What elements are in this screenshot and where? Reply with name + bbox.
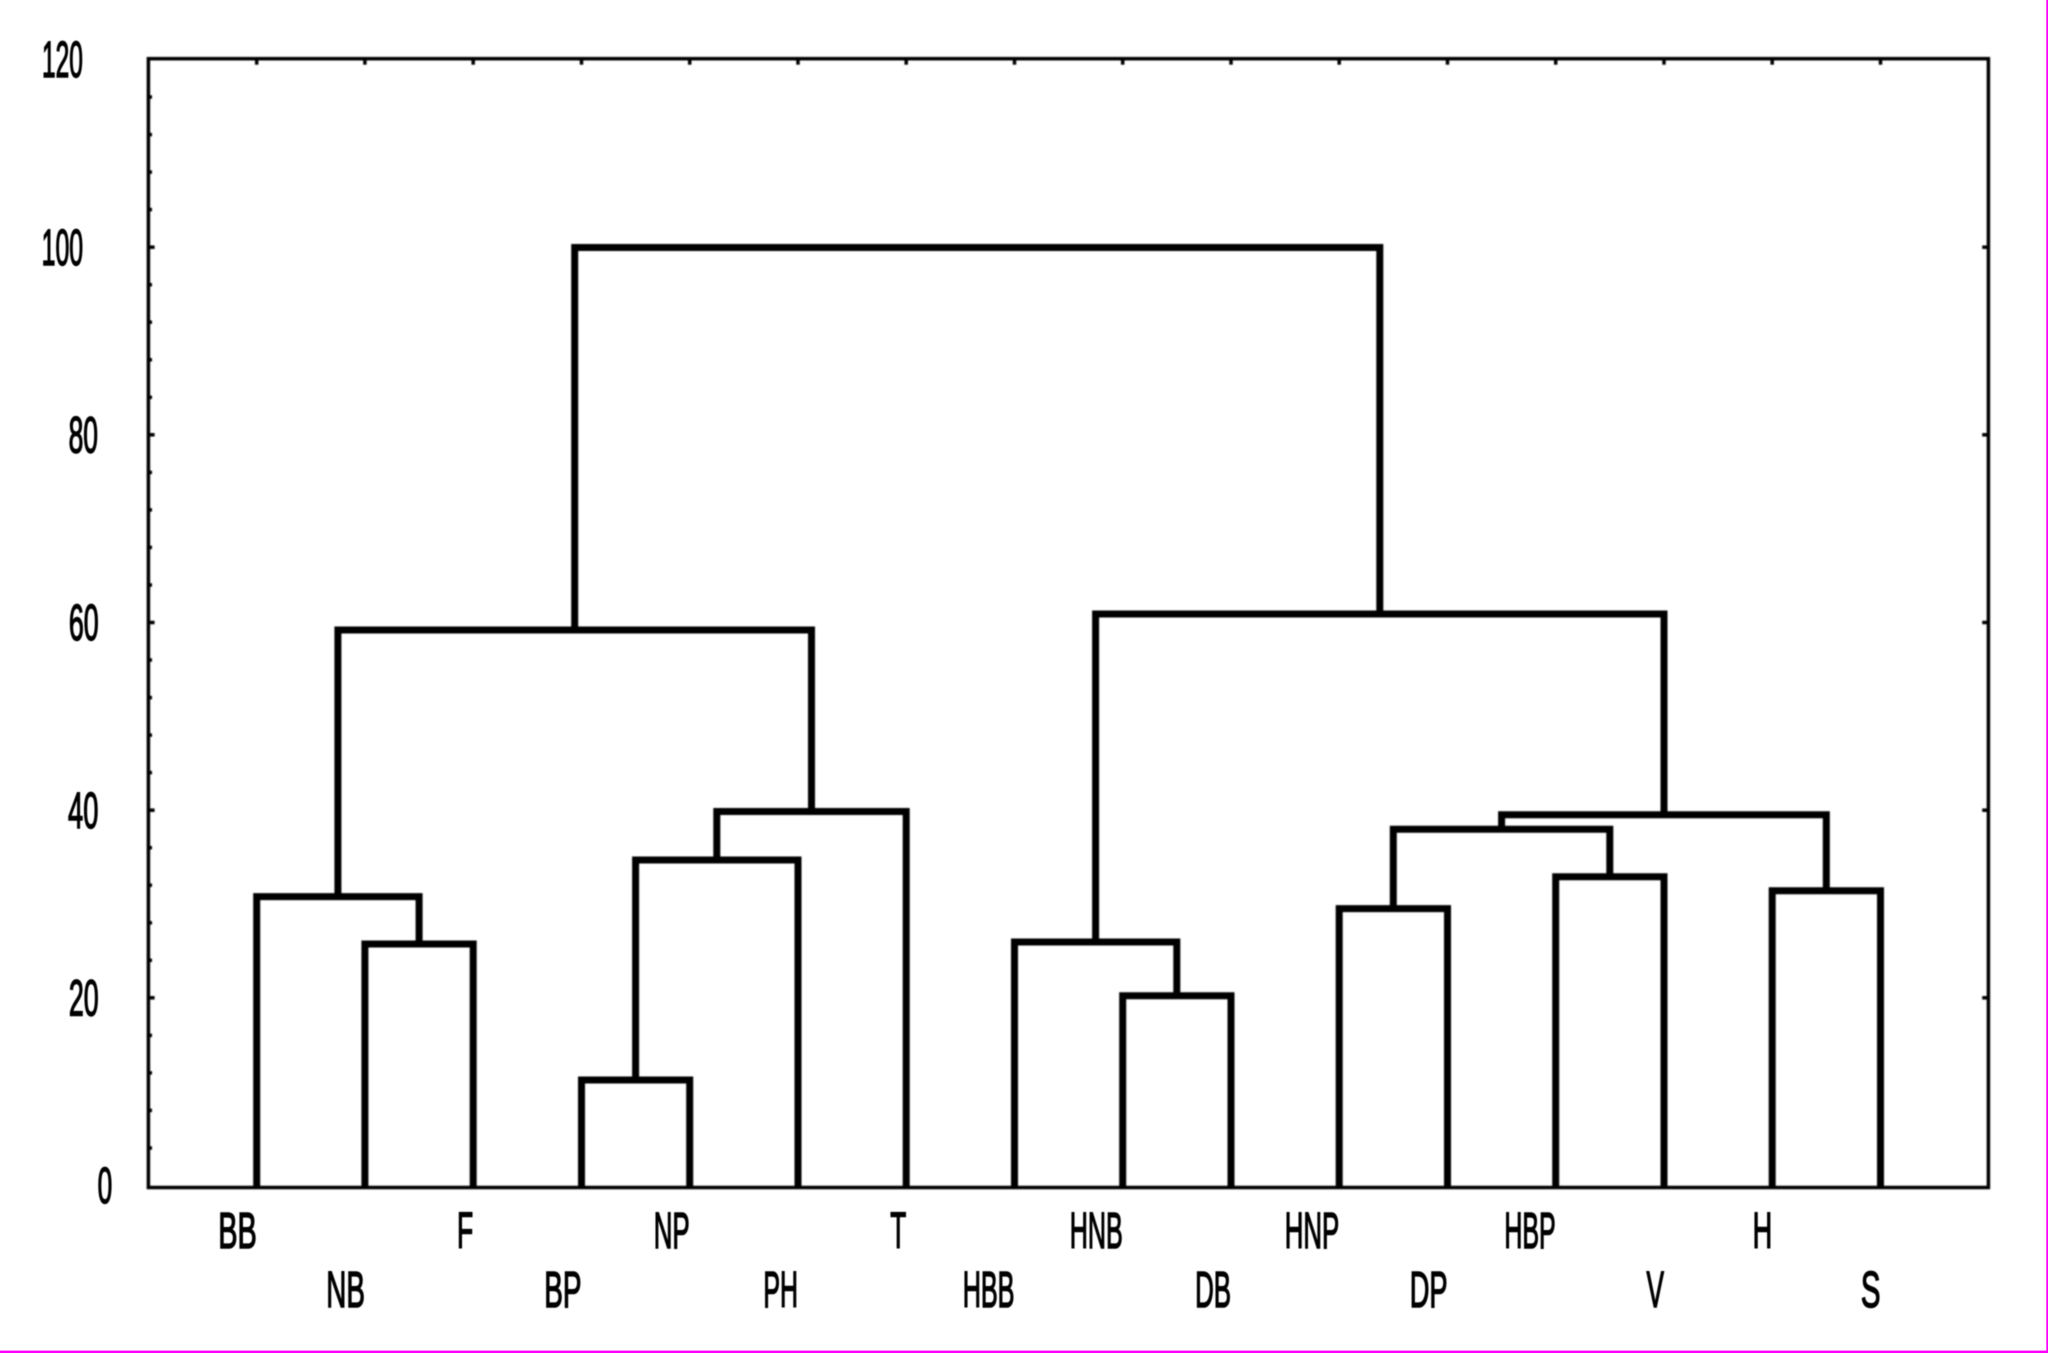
svg-text:BP: BP (544, 1261, 581, 1318)
svg-text:F: F (457, 1202, 473, 1259)
svg-text:120: 120 (42, 31, 83, 88)
svg-text:T: T (890, 1202, 906, 1259)
svg-text:DB: DB (1195, 1261, 1231, 1318)
svg-text:20: 20 (69, 969, 99, 1026)
svg-text:S: S (1861, 1261, 1881, 1318)
svg-text:HBB: HBB (963, 1261, 1015, 1318)
svg-text:H: H (1753, 1202, 1773, 1259)
svg-text:V: V (1647, 1261, 1665, 1318)
svg-text:BB: BB (218, 1202, 257, 1259)
svg-text:NP: NP (654, 1202, 690, 1259)
svg-text:HNP: HNP (1285, 1202, 1340, 1259)
svg-text:DP: DP (1410, 1261, 1448, 1318)
svg-text:60: 60 (69, 594, 99, 651)
svg-text:HNB: HNB (1070, 1202, 1123, 1259)
svg-text:100: 100 (42, 219, 84, 276)
svg-text:0: 0 (98, 1157, 113, 1214)
svg-text:NB: NB (326, 1261, 365, 1318)
svg-text:HBP: HBP (1504, 1202, 1555, 1259)
svg-text:80: 80 (69, 406, 98, 463)
svg-text:40: 40 (68, 782, 98, 839)
svg-text:PH: PH (763, 1261, 798, 1318)
